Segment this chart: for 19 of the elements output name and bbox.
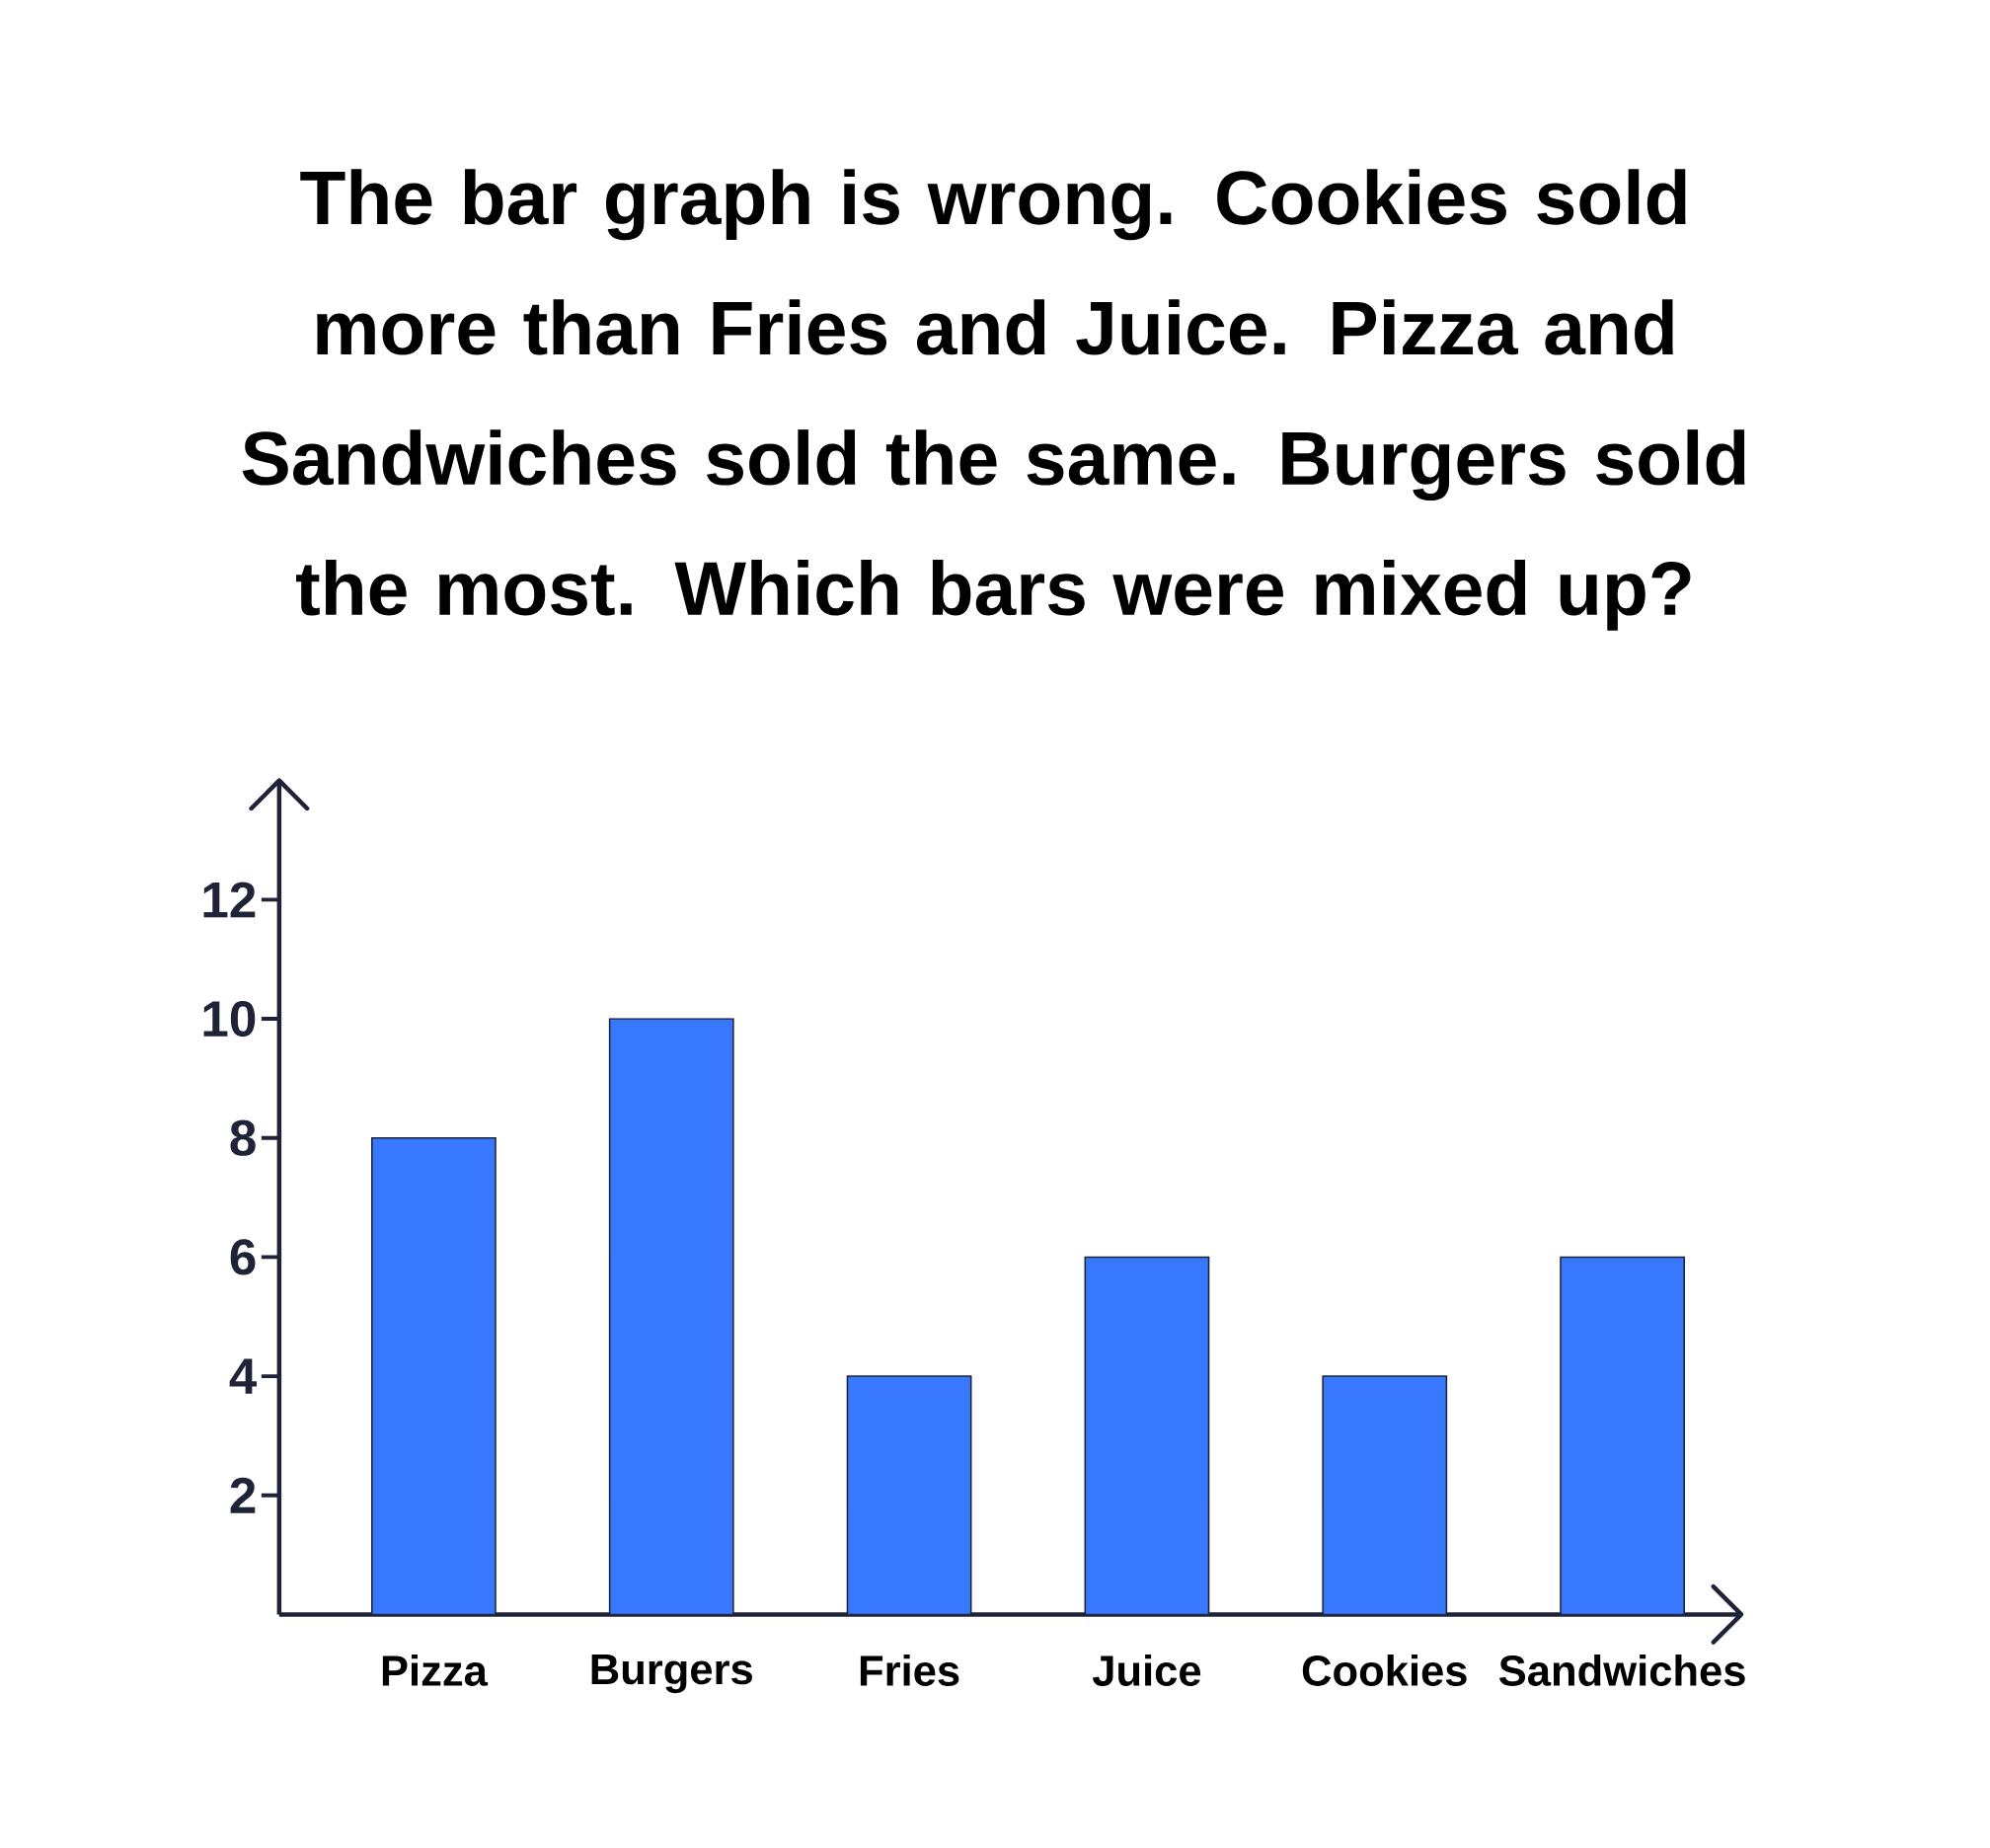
bar: [1560, 1256, 1685, 1615]
x-tick-label: Burgers: [591, 1654, 752, 1694]
y-tick-label: 6: [230, 1239, 256, 1275]
y-tick-label: 4: [229, 1358, 258, 1394]
bar: [1084, 1256, 1210, 1615]
x-tick-label: Juice: [1092, 1654, 1201, 1686]
y-tick-label: 12: [203, 882, 256, 918]
x-tick-label: Cookies: [1302, 1654, 1467, 1686]
y-tick-label: 2: [230, 1477, 256, 1513]
bar: [608, 1018, 734, 1615]
x-tick-label: Fries: [860, 1654, 959, 1686]
bar: [1322, 1375, 1448, 1615]
x-tick-label: Sandwiches: [1498, 1654, 1745, 1686]
y-tick-label: 8: [230, 1119, 256, 1156]
bar: [371, 1136, 497, 1615]
bar: [846, 1375, 972, 1615]
x-tick-label: Pizza: [382, 1654, 489, 1686]
chart-title: The bar graph is wrong. Cookies sold more than Fries and Juice. Pizza and Sandwiches sold the same. Burgers sold the most. Which bars were mixed up?: [242, 169, 1745, 631]
y-tick-label: 10: [203, 1000, 256, 1038]
